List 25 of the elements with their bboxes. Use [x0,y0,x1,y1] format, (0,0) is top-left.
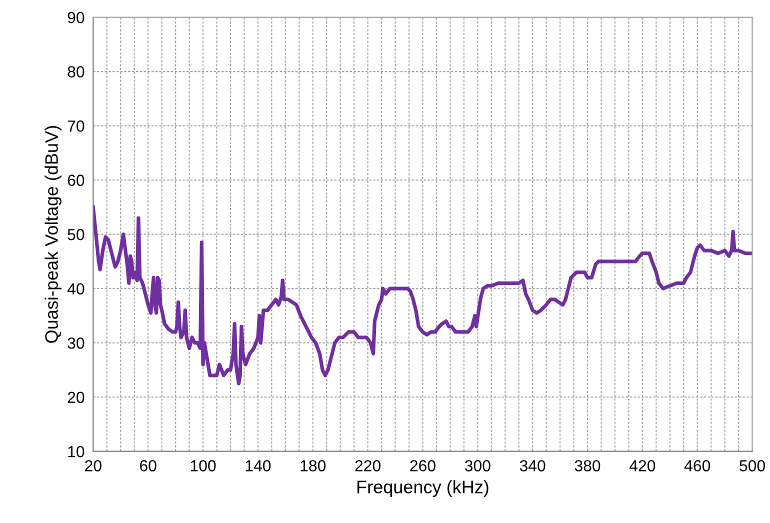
y-tick-label: 50 [68,228,84,240]
x-tick-label: 460 [684,460,710,472]
y-tick-label: 60 [68,174,84,186]
y-tick-label: 20 [68,392,84,404]
x-tick-label: 180 [300,460,326,472]
y-tick-label: 80 [68,66,84,78]
x-tick-label: 500 [740,460,765,472]
y-axis-title: Quasi-peak Voltage (dBuV) [44,126,62,343]
x-tick-label: 20 [85,460,102,472]
x-tick-label: 60 [140,460,156,472]
x-tick-label: 100 [190,460,216,472]
x-tick-label: 300 [464,460,490,472]
x-tick-label: 220 [355,460,381,472]
x-axis-title: Frequency (kHz) [357,480,488,497]
x-tick-label: 380 [574,460,600,472]
x-tick-label: 260 [410,460,436,472]
y-tick-label: 40 [67,283,84,295]
y-tick-label: 30 [68,337,84,349]
y-tick-label: 70 [68,120,84,132]
y-tick-label: 10 [68,446,84,458]
line-series [93,205,752,386]
x-tick-label: 140 [246,460,271,472]
y-tick-label: 90 [68,12,84,24]
x-tick-label: 340 [520,460,546,472]
x-tick-label: 420 [629,460,656,472]
